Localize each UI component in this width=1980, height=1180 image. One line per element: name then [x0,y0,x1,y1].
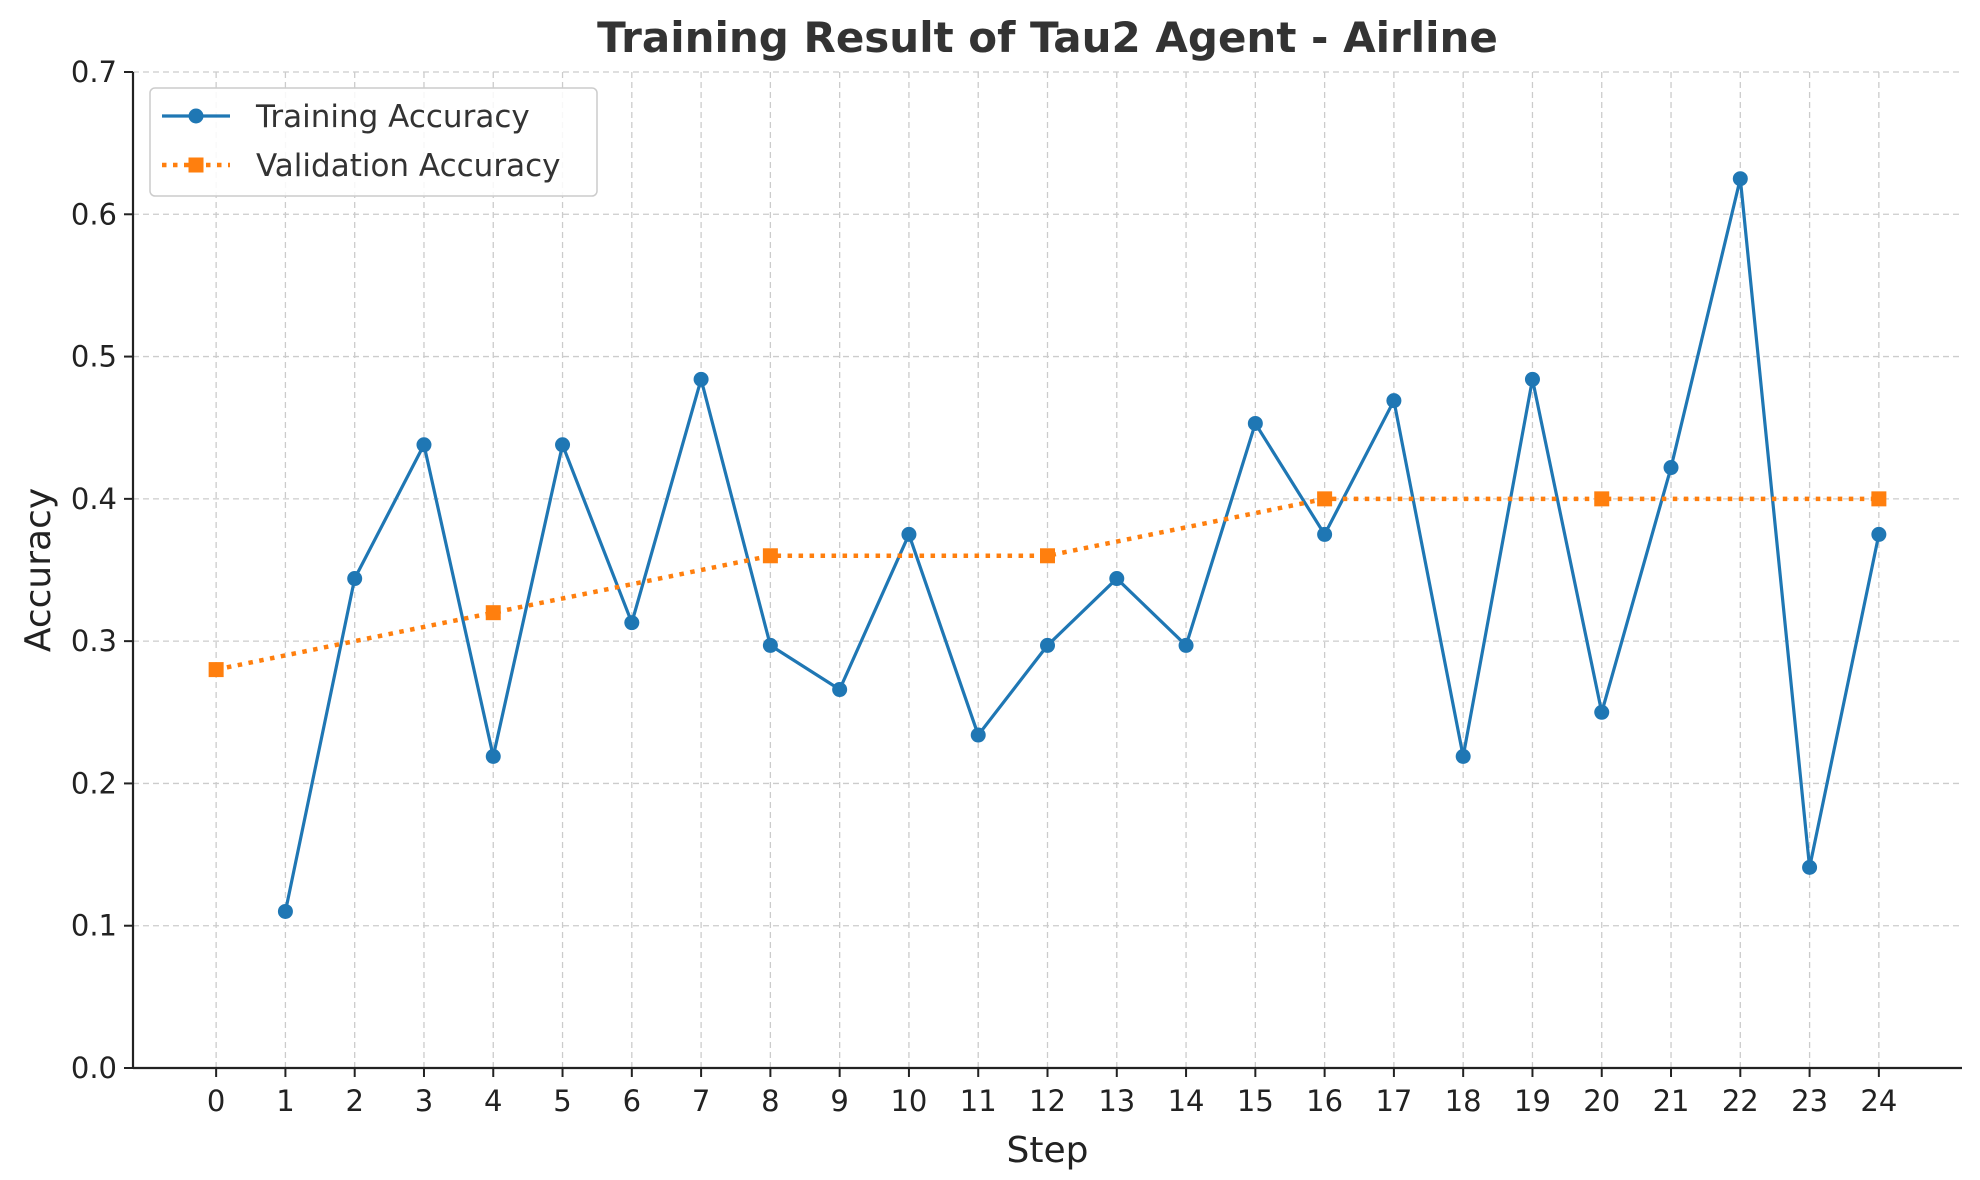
x-tick-label: 21 [1653,1084,1690,1118]
data-point [1040,548,1055,564]
data-point [1732,171,1748,187]
data-point [762,637,778,653]
x-tick-label: 6 [623,1084,641,1118]
y-tick-label: 0.6 [71,197,117,231]
x-tick-label: 18 [1445,1084,1482,1118]
series-validation-accuracy [208,491,1887,678]
series [208,171,1887,919]
data-point [347,571,363,587]
data-point [693,371,709,387]
data-point [1455,748,1471,764]
data-point [762,548,778,564]
data-point [485,605,501,621]
y-tick-label: 0.5 [71,340,117,374]
chart-title: Training Result of Tau2 Agent - Airline [597,13,1498,62]
x-tick-label: 13 [1098,1084,1135,1118]
x-tick-label: 24 [1860,1084,1897,1118]
data-point [832,682,848,698]
data-point [1109,571,1125,587]
x-tick-label: 2 [345,1084,363,1118]
x-tick-label: 5 [553,1084,571,1118]
y-ticks: 0.0 0.1 0.2 0.3 0.4 0.5 0.6 0.7 [71,55,133,1085]
data-point [624,615,640,631]
data-point [1663,460,1679,476]
series-training-accuracy [277,171,1887,919]
series-line [283,177,1881,912]
x-tick-label: 14 [1168,1084,1205,1118]
x-tick-label: 15 [1237,1084,1274,1118]
data-point [1871,526,1887,542]
x-tick-label: 16 [1306,1084,1343,1118]
y-axis-label: Accuracy [18,488,59,652]
y-tick-label: 0.7 [71,55,117,89]
data-point [485,748,501,764]
grid [133,71,1962,1069]
y-tick-label: 0.4 [71,482,117,516]
x-tick-label: 3 [415,1084,433,1118]
data-point [970,727,986,743]
x-tick-label: 4 [484,1084,502,1118]
x-tick-label: 17 [1375,1084,1412,1118]
x-tick-label: 11 [960,1084,997,1118]
legend-marker [188,108,204,124]
x-tick-label: 8 [761,1084,779,1118]
data-point [208,662,224,678]
x-ticks: 0 1 2 3 4 5 6 7 8 9 10 11 12 13 14 15 16 17 18 19 20 21 22 23 24 [207,1068,1897,1118]
data-point [1247,415,1263,431]
data-point [1040,637,1055,653]
x-tick-label: 19 [1514,1084,1551,1118]
data-point [1594,704,1610,720]
legend-item: Training Accuracy [162,99,530,135]
data-point [1524,371,1540,387]
data-point [416,437,432,453]
x-tick-label: 10 [890,1084,927,1118]
legend-label: Validation Accuracy [256,148,560,184]
x-tick-label: 20 [1583,1084,1620,1118]
legend-label: Training Accuracy [255,99,530,135]
x-tick-label: 9 [830,1084,848,1118]
data-point [1317,526,1333,542]
axes [131,72,1962,1070]
data-point [1317,491,1333,507]
data-point [1386,393,1402,409]
legend: Training Accuracy Validation Accuracy [149,87,598,197]
legend-marker [188,157,204,173]
data-point [1594,491,1610,507]
x-tick-label: 1 [276,1084,294,1118]
x-tick-label: 23 [1791,1084,1828,1118]
x-axis-label: Step [1007,1130,1089,1171]
x-tick-label: 7 [692,1084,710,1118]
y-tick-label: 0.3 [71,624,117,658]
data-point [1178,637,1194,653]
legend-box [149,87,598,197]
data-point [555,437,571,453]
x-tick-label: 12 [1029,1084,1066,1118]
data-point [277,903,293,919]
legend-item: Validation Accuracy [162,148,560,184]
y-tick-label: 0.2 [71,766,117,800]
y-tick-label: 0.1 [71,909,117,943]
x-tick-label: 0 [207,1084,225,1118]
data-point [1871,491,1887,507]
data-point [1802,859,1818,875]
y-tick-label: 0.0 [71,1051,117,1085]
x-tick-label: 22 [1722,1084,1759,1118]
data-point [901,526,917,542]
